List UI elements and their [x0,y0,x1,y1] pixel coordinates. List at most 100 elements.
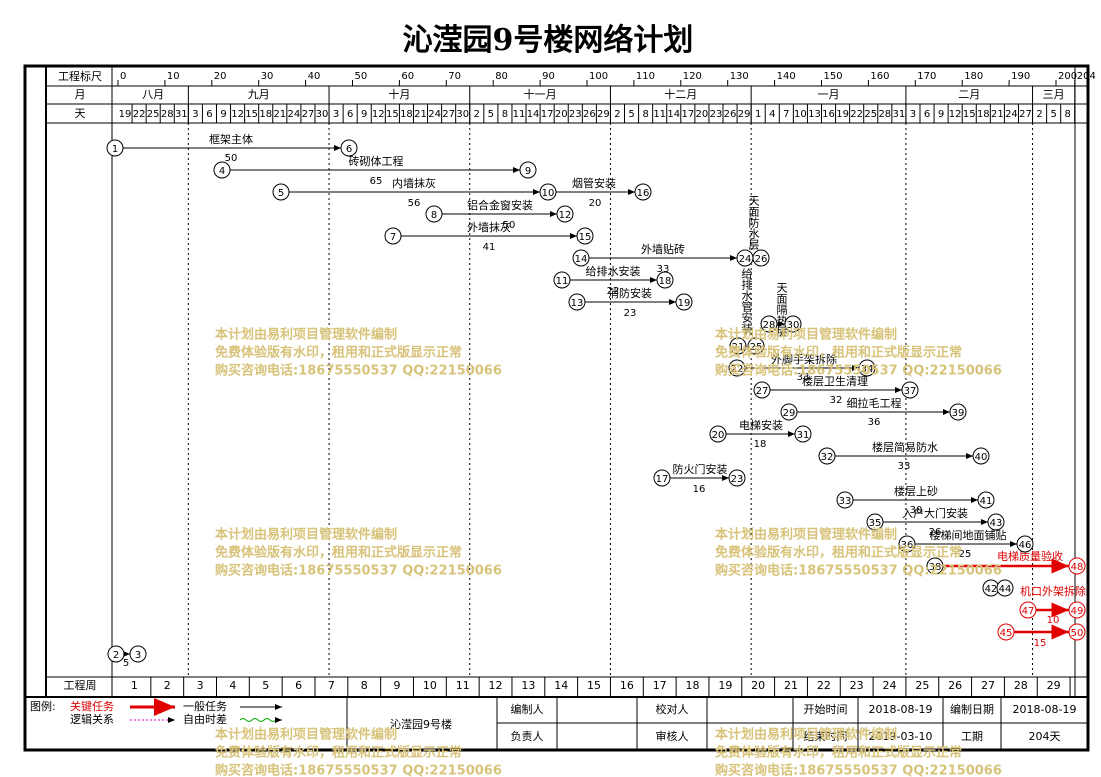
node-label: 3 [135,650,141,661]
task-name: 框架主体 [209,132,253,146]
week-label: 26 [948,679,962,692]
table-cell: 编制日期 [950,702,994,716]
node-label: 47 [1022,606,1035,617]
day-label: 2 [474,109,480,120]
watermark: 本计划由易利项目管理软件编制 [715,327,897,343]
table-cell: 工期 [961,730,983,743]
node [752,249,770,267]
watermark: 免费体验版有水印，租用和正式版显示正常 [715,745,962,761]
week-label: 13 [521,679,535,692]
table-cell: 编制人 [511,702,544,716]
node-label: 36 [901,540,914,551]
scale-label: 20 [214,71,227,82]
task-name: 给排水管安装 [740,268,753,335]
month-label: 二月 [958,88,980,101]
month-label: 十一月 [524,87,557,101]
node [107,645,125,663]
day-label: 8 [1065,109,1071,120]
node [836,491,854,509]
watermark: 本计划由易利项目管理软件编制 [715,527,897,543]
scale-label: 50 [355,71,368,82]
node [709,425,727,443]
task-name: 入户大门安装 [902,506,968,520]
day-label: 21 [414,109,427,120]
scale-label: 190 [1011,71,1030,82]
day-label: 18 [400,109,413,120]
node [728,359,746,377]
day-label: 30 [456,109,469,120]
day-label: 5 [628,109,634,120]
node-label: 4 [219,166,225,177]
day-label: 28 [878,109,891,120]
node-label: 32 [821,452,834,463]
watermark: 免费体验版有水印，租用和正式版显示正常 [715,345,962,361]
week-label: 24 [883,679,897,692]
day-label: 26 [583,109,596,120]
node-label: 23 [731,474,744,485]
task-duration: 33 [797,372,810,383]
node-label: 15 [579,232,592,243]
node [1019,601,1037,619]
row-label: 工程周 [64,679,97,692]
day-label: 19 [119,109,132,120]
node-label: 2 [113,650,119,661]
node [213,161,231,179]
task-duration: 50 [225,153,238,164]
legend-label: 自由时差 [183,712,227,726]
node [106,139,124,157]
day-label: 23 [710,109,723,120]
scale-label: 120 [683,71,702,82]
node [272,183,290,201]
node [926,557,944,575]
node [949,403,967,421]
node [519,161,537,179]
title: 沁滢园9号楼网络计划 [403,23,694,58]
week-label: 6 [295,679,302,692]
node [784,315,802,333]
node-label: 29 [783,408,796,419]
node-label: 10 [542,188,555,199]
node-label: 27 [756,386,769,397]
day-label: 24 [1005,109,1018,120]
day-label: 6 [924,109,930,120]
day-label: 18 [977,109,990,120]
task-name: 天面防水层 [747,195,760,251]
scale-label: 204 [1077,71,1096,82]
task-name: 外脚手架拆除 [771,352,837,366]
node-label: 37 [904,386,917,397]
day-label: 2 [614,109,620,120]
node [1016,535,1034,553]
scale-label: 30 [261,71,274,82]
day-label: 12 [372,109,385,120]
task-duration: 26 [929,527,942,538]
week-label: 28 [1014,679,1028,692]
node-label: 34 [861,364,874,375]
week-label: 2 [164,679,171,692]
node-label: 21 [732,342,745,353]
month-label: 十二月 [664,87,697,101]
day-label: 5 [488,109,494,120]
task-name: 机口外架拆除 [1020,584,1086,598]
day-label: 19 [836,109,849,120]
table-cell: 2018-08-19 [1013,703,1077,716]
task-duration: 25 [959,549,972,560]
day-label: 25 [864,109,877,120]
node [653,469,671,487]
node [656,271,674,289]
node-label: 50 [1071,628,1084,639]
task-duration: 10 [1047,615,1060,626]
day-label: 3 [910,109,916,120]
node-label: 1 [112,144,118,155]
node [129,645,147,663]
day-label: 12 [949,109,962,120]
node [576,227,594,245]
table-cell: 204天 [1029,730,1061,743]
row-label: 天 [75,107,86,120]
task-duration: 5 [123,658,129,669]
scale-label: 80 [495,71,508,82]
watermark: 购买咨询电话:18675550537 QQ:22150066 [215,763,502,777]
month-label: 八月 [142,88,164,101]
task-name: 楼梯间地面铺贴 [930,528,1007,542]
day-label: 26 [724,109,737,120]
task-name: 给排水安装 [586,264,641,278]
